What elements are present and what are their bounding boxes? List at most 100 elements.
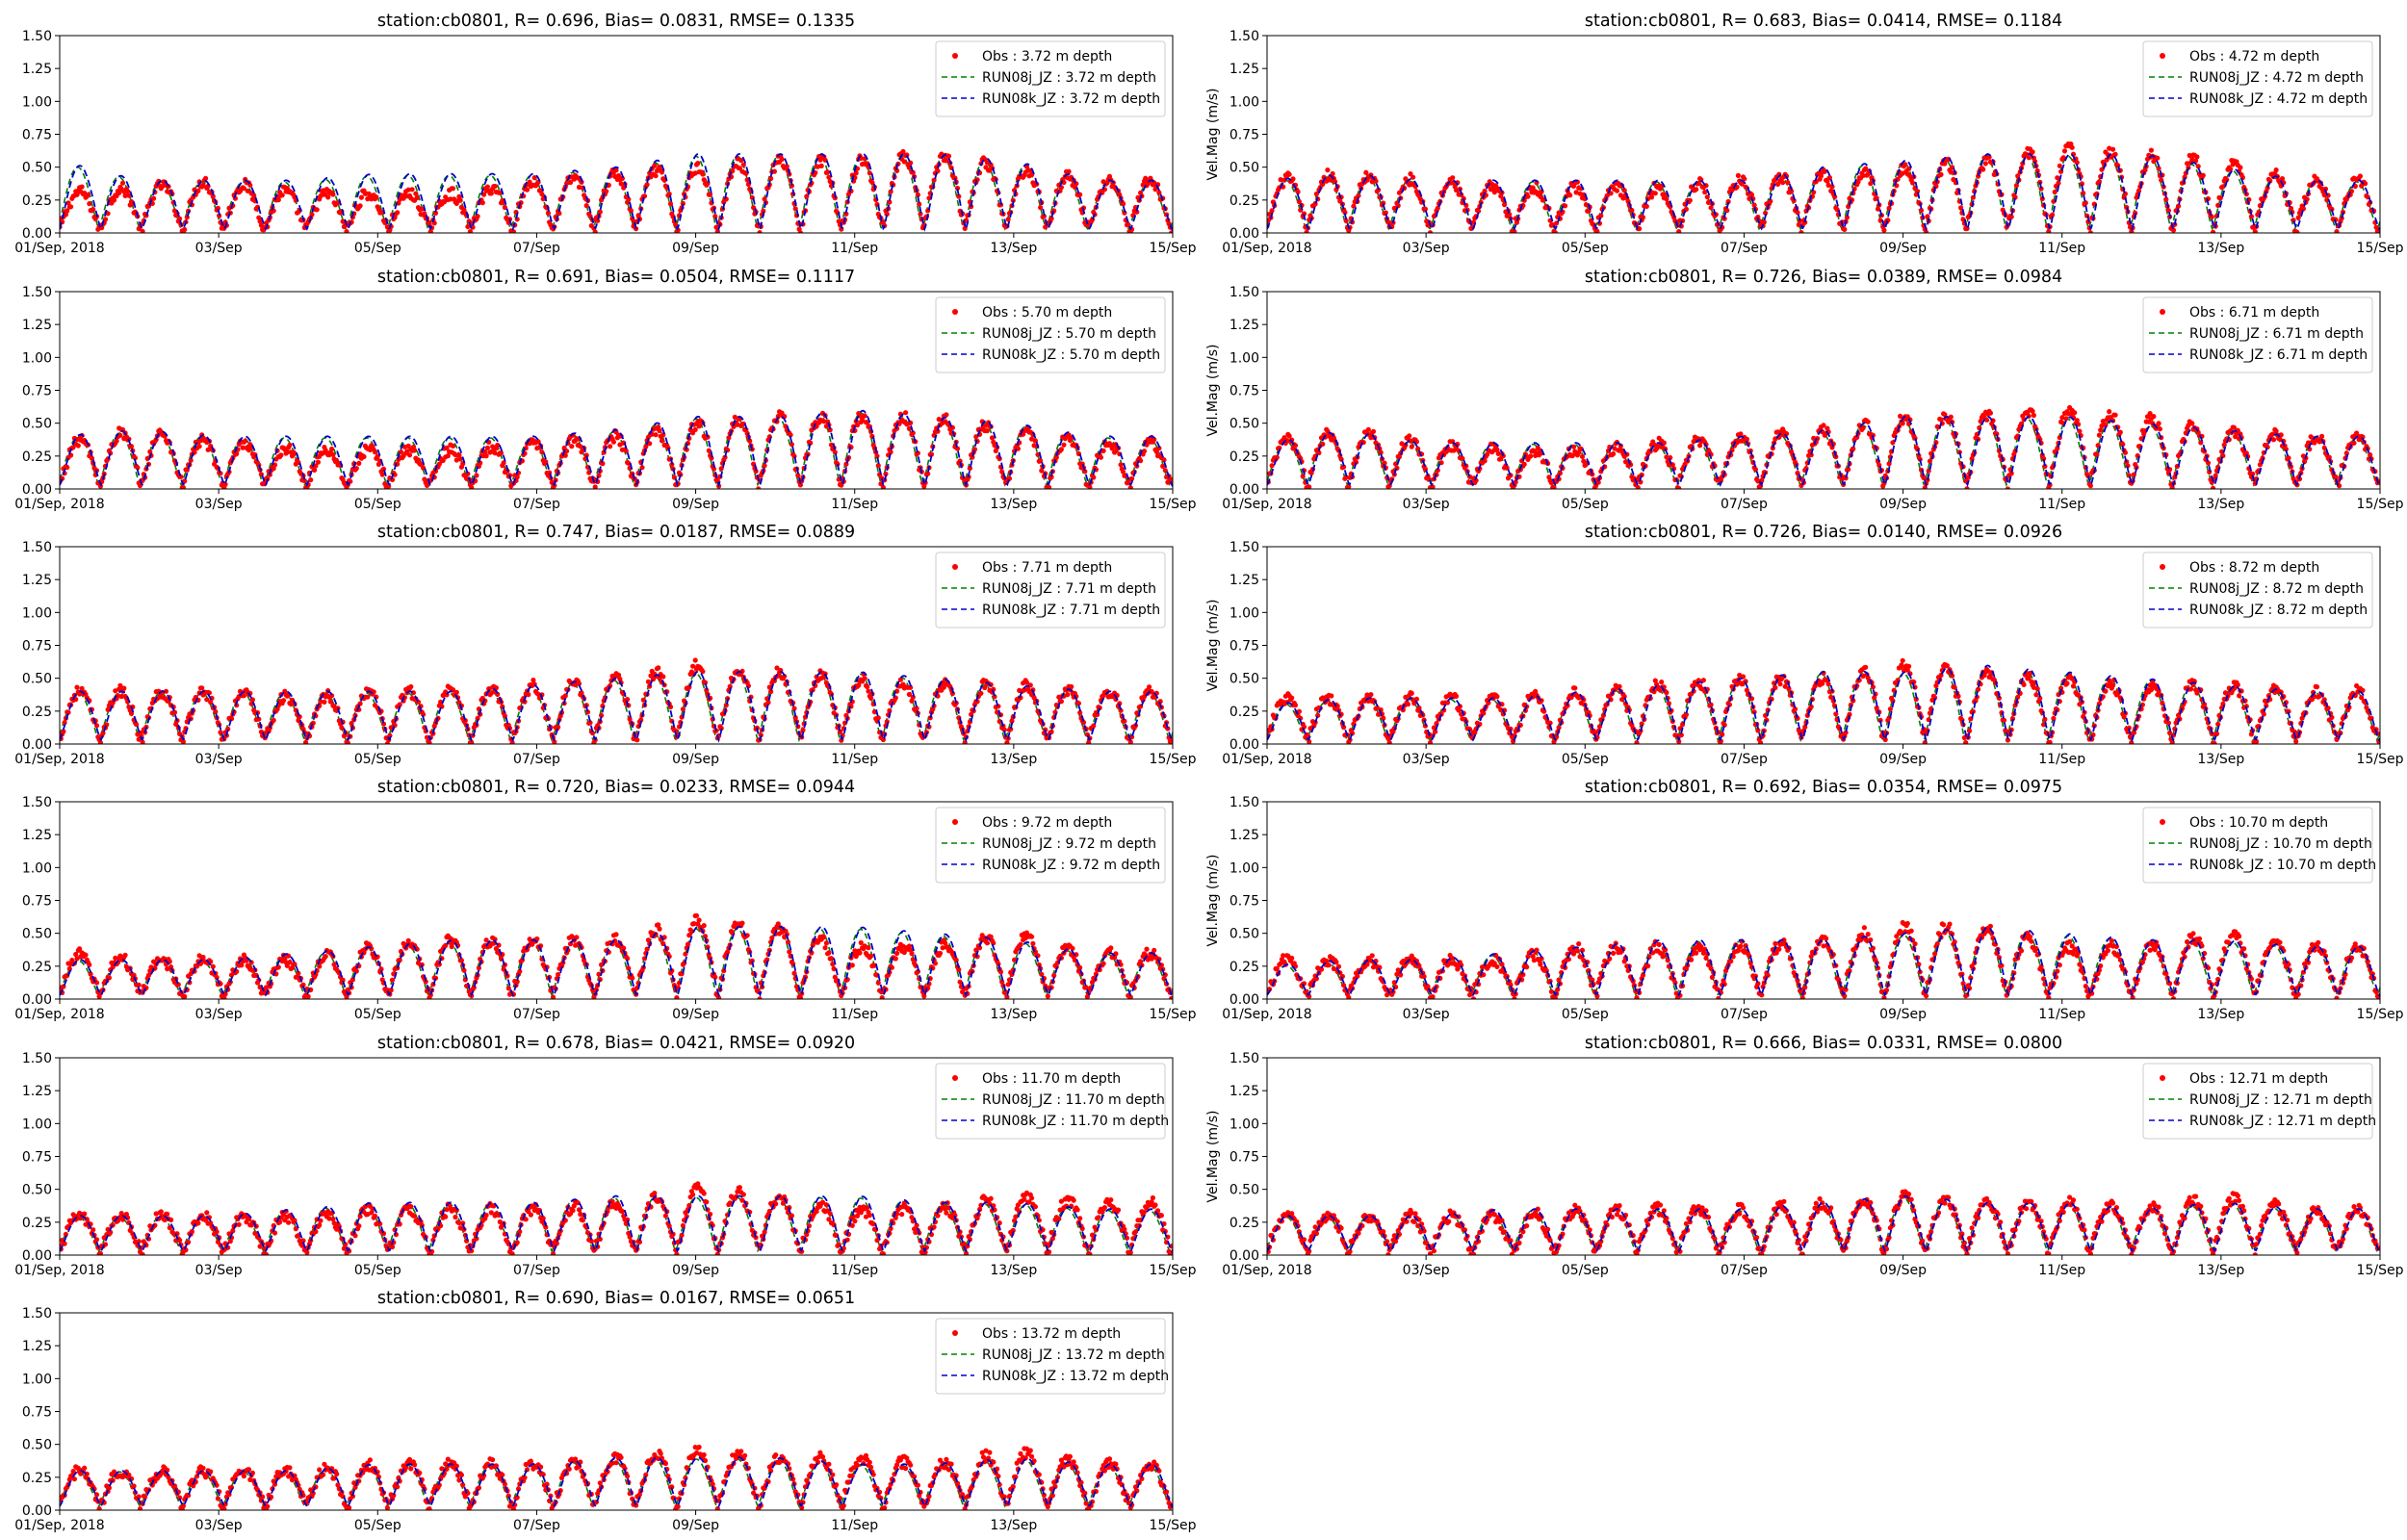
- y-tick-label: 0.75: [22, 384, 52, 399]
- x-tick-label: 05/Sep: [1562, 1007, 1609, 1022]
- y-tick-label: 0.75: [22, 128, 52, 143]
- legend-run08k-label: RUN08k_JZ : 8.72 m depth: [2189, 603, 2368, 618]
- y-tick-label: 0.50: [22, 672, 52, 687]
- x-tick-label: 01/Sep, 2018: [14, 497, 104, 512]
- legend-run08j-label: RUN08j_JZ : 10.70 m depth: [2189, 836, 2372, 852]
- legend-obs-label: Obs : 8.72 m depth: [2189, 560, 2319, 576]
- legend-run08k-label: RUN08k_JZ : 11.70 m depth: [982, 1114, 1169, 1129]
- legend-run08k-label: RUN08k_JZ : 10.70 m depth: [2189, 858, 2376, 873]
- x-tick-label: 03/Sep: [195, 1007, 243, 1022]
- legend-run08j-label: RUN08j_JZ : 9.72 m depth: [982, 836, 1156, 852]
- y-tick-label: 0.00: [22, 992, 52, 1008]
- x-tick-label: 03/Sep: [1403, 497, 1450, 512]
- legend-run08k-label: RUN08k_JZ : 13.72 m depth: [982, 1369, 1169, 1384]
- legend-run08k-label: RUN08k_JZ : 9.72 m depth: [982, 858, 1160, 873]
- legend-obs-marker: [952, 1330, 958, 1336]
- series-obs-points: [57, 913, 1174, 1002]
- x-tick-label: 01/Sep, 2018: [1222, 1263, 1311, 1278]
- obs-markers: [57, 913, 1174, 1002]
- x-tick-label: 05/Sep: [354, 1263, 401, 1278]
- x-tick-label: 03/Sep: [1403, 241, 1450, 256]
- y-tick-label: 0.00: [1229, 482, 1259, 498]
- x-tick-label: 01/Sep, 2018: [14, 1518, 104, 1533]
- y-tick-label: 0.50: [22, 161, 52, 176]
- x-tick-label: 13/Sep: [990, 1007, 1037, 1022]
- y-tick-label: 1.25: [1229, 62, 1259, 77]
- subplot: station:cb0801, R= 0.691, Bias= 0.0504, …: [14, 268, 1196, 512]
- plot-area: [57, 913, 1174, 1002]
- legend-obs-marker: [2160, 309, 2165, 315]
- y-tick-label: 1.50: [1229, 29, 1259, 44]
- subplot: station:cb0801, R= 0.747, Bias= 0.0187, …: [14, 523, 1196, 767]
- legend-obs-marker: [952, 309, 958, 315]
- x-tick-label: 11/Sep: [2038, 752, 2085, 767]
- y-tick-label: 1.50: [22, 540, 52, 555]
- legend-run08j-label: RUN08j_JZ : 11.70 m depth: [982, 1092, 1165, 1108]
- subplot-title: station:cb0801, R= 0.726, Bias= 0.0389, …: [1585, 268, 2062, 287]
- obs-markers: [1264, 405, 2381, 492]
- y-tick-label: 0.00: [22, 1503, 52, 1519]
- x-tick-label: 05/Sep: [1562, 497, 1609, 512]
- subplot-title: station:cb0801, R= 0.678, Bias= 0.0421, …: [377, 1034, 855, 1053]
- y-tick-label: 0.50: [1229, 161, 1259, 176]
- x-tick-label: 11/Sep: [2038, 497, 2085, 512]
- legend-run08k-label: RUN08k_JZ : 5.70 m depth: [982, 347, 1160, 363]
- obs-markers: [57, 1181, 1174, 1257]
- y-tick-label: 1.00: [22, 1372, 52, 1387]
- x-tick-label: 13/Sep: [990, 241, 1037, 256]
- y-tick-label: 1.00: [1229, 605, 1259, 621]
- y-tick-label: 0.50: [1229, 1183, 1259, 1198]
- y-tick-label: 1.00: [22, 860, 52, 876]
- y-tick-label: 1.25: [22, 318, 52, 333]
- subplot-title: station:cb0801, R= 0.666, Bias= 0.0331, …: [1585, 1034, 2062, 1053]
- y-tick-label: 1.50: [22, 1306, 52, 1322]
- x-tick-label: 11/Sep: [831, 752, 878, 767]
- y-tick-label: 0.00: [22, 482, 52, 498]
- y-tick-label: 1.00: [1229, 350, 1259, 366]
- subplot-title: station:cb0801, R= 0.747, Bias= 0.0187, …: [377, 523, 855, 542]
- x-tick-label: 09/Sep: [1879, 241, 1927, 256]
- plot-area: [1264, 658, 2381, 746]
- y-tick-label: 0.25: [22, 1471, 52, 1486]
- y-tick-label: 1.00: [22, 1116, 52, 1132]
- x-tick-label: 09/Sep: [672, 241, 719, 256]
- y-tick-label: 0.00: [22, 1248, 52, 1264]
- y-tick-label: 0.75: [22, 1405, 52, 1421]
- x-tick-label: 09/Sep: [1879, 752, 1927, 767]
- y-axis-label: Vel.Mag (m/s): [1205, 599, 1221, 691]
- legend-run08k-label: RUN08k_JZ : 6.71 m depth: [2189, 347, 2368, 363]
- legend-obs-label: Obs : 12.71 m depth: [2189, 1071, 2328, 1087]
- y-tick-label: 0.75: [1229, 894, 1259, 910]
- y-tick-label: 0.50: [22, 927, 52, 942]
- y-tick-label: 1.25: [1229, 573, 1259, 588]
- series-obs-points: [1264, 405, 2381, 492]
- legend-run08k-label: RUN08k_JZ : 12.71 m depth: [2189, 1114, 2376, 1129]
- legend-run08k-label: RUN08k_JZ : 3.72 m depth: [982, 91, 1160, 107]
- y-tick-label: 0.00: [1229, 737, 1259, 753]
- x-tick-label: 03/Sep: [195, 1518, 243, 1533]
- legend-obs-label: Obs : 4.72 m depth: [2189, 49, 2319, 64]
- x-tick-label: 13/Sep: [2197, 1007, 2244, 1022]
- y-tick-label: 1.50: [1229, 285, 1259, 300]
- x-tick-label: 07/Sep: [513, 497, 560, 512]
- x-tick-label: 13/Sep: [2197, 497, 2244, 512]
- x-tick-label: 11/Sep: [831, 1007, 878, 1022]
- plot-area: [57, 409, 1174, 491]
- x-tick-label: 15/Sep: [2357, 1263, 2404, 1278]
- x-tick-label: 07/Sep: [513, 1263, 560, 1278]
- x-tick-label: 07/Sep: [513, 241, 560, 256]
- subplot: station:cb0801, R= 0.696, Bias= 0.0831, …: [14, 12, 1196, 256]
- y-tick-label: 1.00: [1229, 860, 1259, 876]
- obs-markers: [57, 1445, 1174, 1512]
- x-tick-label: 05/Sep: [1562, 752, 1609, 767]
- subplot-title: station:cb0801, R= 0.683, Bias= 0.0414, …: [1585, 12, 2062, 31]
- subplot-title: station:cb0801, R= 0.690, Bias= 0.0167, …: [377, 1289, 855, 1308]
- x-tick-label: 01/Sep, 2018: [14, 241, 104, 256]
- y-tick-label: 1.50: [1229, 1051, 1259, 1066]
- x-tick-label: 15/Sep: [2357, 1007, 2404, 1022]
- obs-markers: [57, 409, 1174, 491]
- x-tick-label: 11/Sep: [2038, 241, 2085, 256]
